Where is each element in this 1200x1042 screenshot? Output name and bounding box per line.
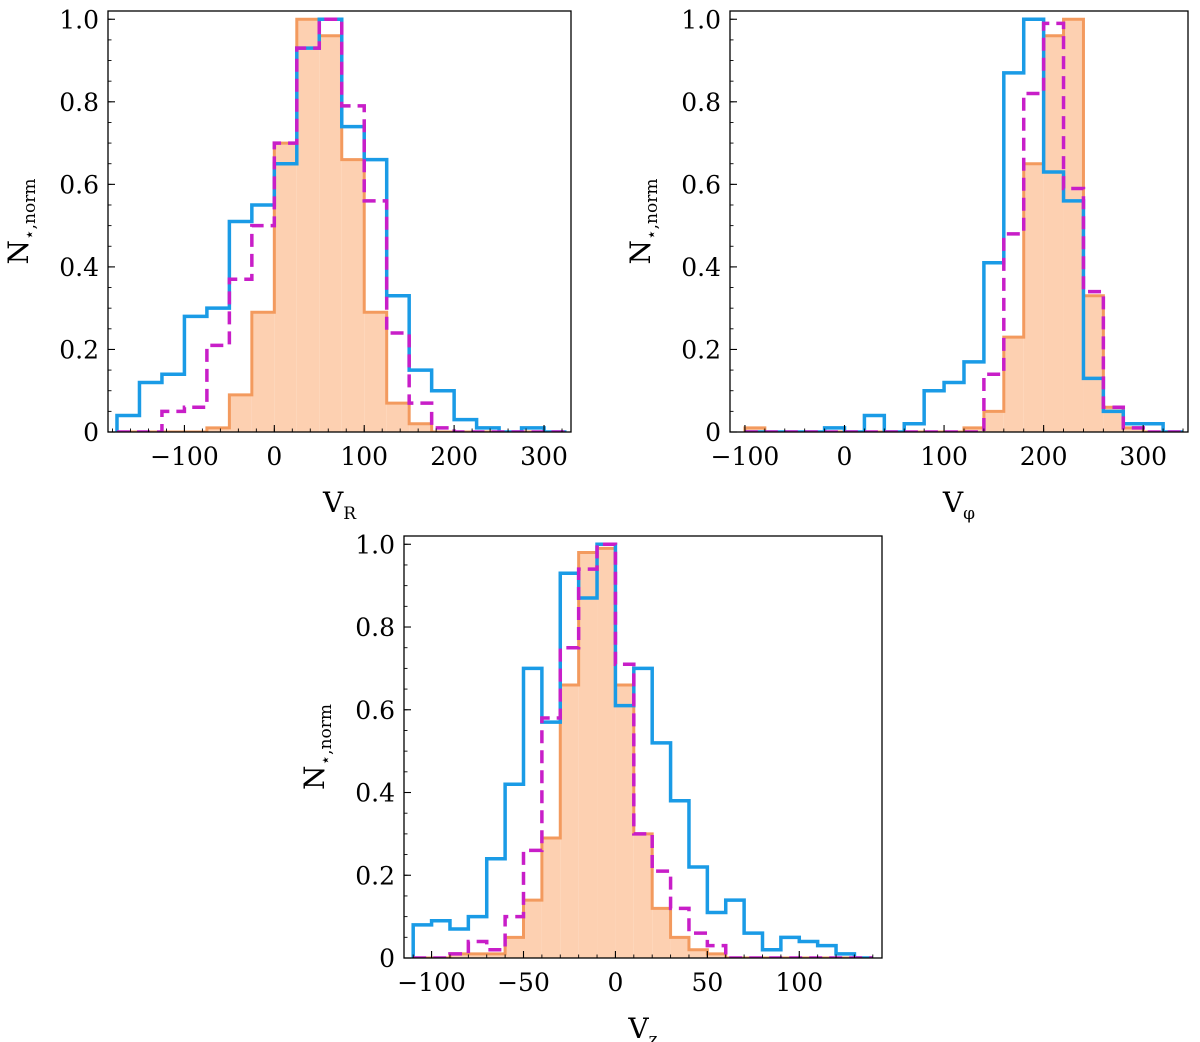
- panel-vr: −100 0 100 200 300 0 0.2 0.4 0.6 0.8 1.0 VR N⋆,norm: [2, 5, 572, 524]
- y-tick-label: 0.6: [355, 696, 395, 725]
- orange-bar: [486, 953, 506, 958]
- x-tick-label: 200: [1020, 442, 1068, 471]
- orange-step-outline: [743, 17, 1184, 432]
- x-tick-label: 100: [775, 968, 823, 997]
- orange-bar: [449, 953, 469, 958]
- y-axis-label: N⋆,norm: [298, 704, 336, 790]
- orange-bar: [1083, 295, 1104, 432]
- orange-bar: [983, 411, 1004, 432]
- axes-frame: [729, 10, 1189, 433]
- orange-bar: [597, 548, 616, 958]
- orange-bar: [1043, 35, 1064, 432]
- y-axis-label: N⋆,norm: [624, 179, 662, 265]
- orange-bar: [541, 838, 561, 958]
- x-axis-label: VR: [322, 486, 357, 524]
- orange-bar: [364, 312, 387, 432]
- y-tick-label: 0: [705, 418, 721, 447]
- orange-bar: [615, 684, 634, 958]
- x-tick-label: 100: [340, 442, 388, 471]
- x-tick-label: 50: [691, 968, 723, 997]
- orange-bar: [251, 312, 275, 432]
- x-tick-label: −100: [150, 442, 219, 471]
- orange-bar: [341, 159, 365, 432]
- y-tick-label: 0.4: [681, 253, 721, 282]
- y-tick-label: 0.2: [59, 335, 99, 364]
- plot-area: [115, 17, 567, 432]
- orange-bar: [409, 423, 432, 432]
- x-tick-label: 0: [266, 442, 282, 471]
- x-tick-label: 0: [837, 442, 853, 471]
- orange-bar: [523, 900, 542, 958]
- orange-bar: [1063, 19, 1084, 432]
- x-tick-label: −50: [497, 968, 550, 997]
- axes-frame: [403, 535, 883, 959]
- orange-bar: [1103, 407, 1124, 432]
- orange-bar: [578, 552, 598, 958]
- orange-bar: [296, 19, 320, 432]
- magenta-dashed-step-line: [413, 542, 873, 958]
- orange-bar: [274, 143, 297, 432]
- blue-step-line: [744, 17, 1184, 432]
- y-tick-label: 1.0: [355, 530, 395, 559]
- x-tick-label: 100: [920, 442, 968, 471]
- orange-step-outline: [116, 17, 567, 432]
- y-tick-label: 1.0: [59, 5, 99, 34]
- x-tick-label: 300: [1119, 442, 1167, 471]
- x-tick-label: 200: [430, 442, 478, 471]
- magenta-dashed-step-line: [744, 21, 1184, 432]
- orange-bar: [1023, 163, 1044, 432]
- x-tick-label: −100: [397, 968, 466, 997]
- plot-area: [411, 542, 873, 958]
- y-tick-label: 0.8: [59, 88, 99, 117]
- y-axis-label: N⋆,norm: [2, 179, 40, 265]
- axes-frame: [107, 10, 572, 433]
- orange-bar: [707, 953, 726, 958]
- orange-bar: [652, 908, 671, 958]
- x-axis-label: Vφ: [942, 486, 975, 524]
- plot-area: [743, 17, 1184, 432]
- orange-bar: [688, 949, 708, 958]
- y-tick-label: 0: [379, 944, 395, 973]
- y-tick-label: 1.0: [681, 5, 721, 34]
- orange-bar: [386, 403, 410, 432]
- y-tick-label: 0.6: [59, 170, 99, 199]
- blue-step-line: [411, 542, 873, 958]
- orange-bar: [1003, 337, 1024, 432]
- x-tick-label: 0: [607, 968, 623, 997]
- y-tick-label: 0.4: [355, 779, 395, 808]
- y-tick-label: 0: [83, 418, 99, 447]
- panel-vz: −100 −50 0 50 100 0 0.2 0.4 0.6 0.8 1.0 Vz N⋆,norm: [298, 530, 883, 1042]
- y-tick-label: 0.2: [681, 335, 721, 364]
- orange-bar: [468, 953, 487, 958]
- orange-bar: [744, 427, 765, 432]
- orange-bar: [319, 35, 342, 432]
- orange-bar: [560, 684, 579, 958]
- magenta-dashed-step-line: [116, 17, 567, 432]
- orange-bar: [206, 427, 230, 432]
- y-tick-label: 0.4: [59, 253, 99, 282]
- orange-bar: [670, 937, 689, 958]
- x-tick-label: −100: [711, 442, 780, 471]
- orange-bar: [1123, 427, 1144, 432]
- y-tick-label: 0.2: [355, 861, 395, 890]
- x-axis-label: Vz: [627, 1012, 657, 1042]
- y-tick-label: 0.8: [681, 88, 721, 117]
- orange-bar: [505, 937, 524, 958]
- y-tick-label: 0.8: [355, 613, 395, 642]
- y-tick-label: 0.6: [681, 170, 721, 199]
- blue-step-line: [115, 17, 567, 432]
- x-tick-label: 300: [520, 442, 568, 471]
- orange-bar: [963, 427, 984, 432]
- orange-bar: [229, 394, 252, 432]
- orange-bar: [633, 833, 653, 958]
